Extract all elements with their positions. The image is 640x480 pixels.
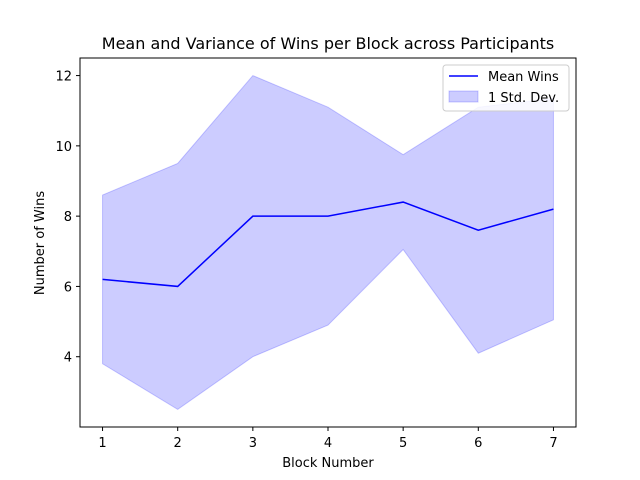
legend-std-label: 1 Std. Dev. — [488, 91, 559, 106]
x-tick-label: 5 — [399, 436, 407, 451]
legend-std-swatch — [448, 90, 479, 103]
y-tick-label: 8 — [64, 210, 72, 225]
x-tick-label: 2 — [174, 436, 182, 451]
y-tick-label: 6 — [64, 280, 72, 295]
x-tick-label: 6 — [474, 436, 482, 451]
y-axis-label: Number of Wins — [33, 191, 48, 295]
std-dev-band — [102, 74, 554, 411]
y-tick-label: 10 — [55, 140, 72, 155]
x-axis-label: Block Number — [282, 456, 374, 471]
y-tick-label: 4 — [64, 351, 72, 366]
mean-wins-line — [102, 201, 554, 288]
x-tick-label: 1 — [98, 436, 106, 451]
legend-mean-label: Mean Wins — [488, 70, 559, 85]
y-tick-label: 12 — [55, 70, 72, 85]
x-axis-ticks: 1 2 3 4 5 6 7 — [98, 427, 558, 451]
y-axis-ticks: 4 6 8 10 12 — [55, 70, 80, 366]
chart-title: Mean and Variance of Wins per Block acro… — [102, 34, 554, 53]
plot-area — [79, 57, 577, 428]
x-tick-label: 4 — [324, 436, 332, 451]
legend: Mean Wins 1 Std. Dev. — [442, 64, 570, 112]
x-tick-label: 7 — [549, 436, 557, 451]
x-tick-label: 3 — [249, 436, 257, 451]
